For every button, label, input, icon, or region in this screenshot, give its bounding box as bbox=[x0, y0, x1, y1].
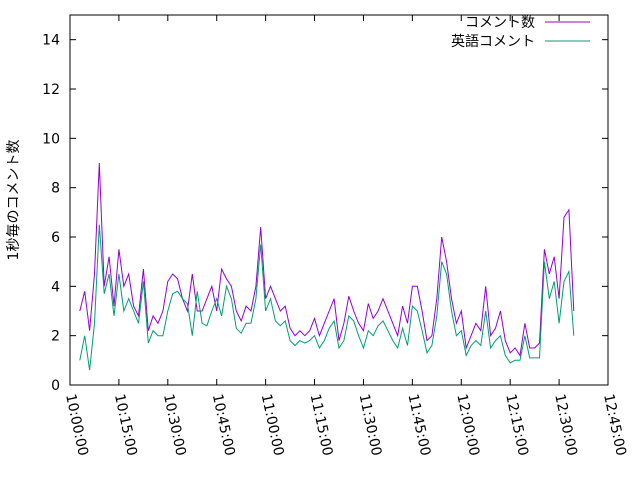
x-tick-label: 12:15:00 bbox=[502, 393, 531, 458]
y-tick-label: 8 bbox=[51, 181, 60, 197]
plot-frame bbox=[69, 14, 609, 386]
x-tick-label: 11:15:00 bbox=[307, 393, 336, 458]
x-tick-label: 12:30:00 bbox=[551, 393, 580, 458]
y-tick-label: 4 bbox=[51, 279, 60, 295]
legend-label: コメント数 bbox=[465, 15, 535, 31]
x-tick-label: 11:45:00 bbox=[404, 393, 433, 458]
x-tick-label: 10:30:00 bbox=[160, 393, 189, 458]
y-axis-label: 1秒毎のコメント数 bbox=[6, 140, 22, 261]
series-line bbox=[79, 162, 575, 357]
y-tick-label: 6 bbox=[51, 230, 60, 246]
legend-label: 英語コメント bbox=[451, 33, 535, 50]
y-tick-label: 2 bbox=[51, 329, 60, 345]
y-tick-label: 10 bbox=[42, 131, 60, 147]
y-tick-label: 0 bbox=[51, 378, 60, 394]
y-tick-label: 14 bbox=[42, 33, 60, 49]
x-tick-label: 11:30:00 bbox=[356, 393, 385, 458]
y-tick-label: 12 bbox=[42, 82, 60, 98]
x-tick-label: 10:00:00 bbox=[62, 393, 91, 458]
x-tick-label: 11:00:00 bbox=[258, 393, 287, 458]
x-tick-label: 10:45:00 bbox=[209, 393, 238, 458]
x-tick-label: 12:00:00 bbox=[453, 393, 482, 458]
x-tick-label: 10:15:00 bbox=[111, 393, 140, 458]
x-tick-label: 12:45:00 bbox=[600, 393, 629, 458]
series-line bbox=[79, 224, 575, 371]
